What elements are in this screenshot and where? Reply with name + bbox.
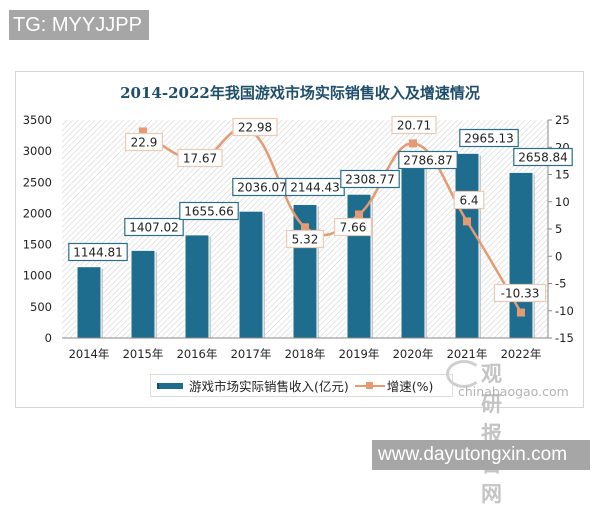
left-axis-tick: 1000 — [23, 269, 52, 283]
growth-value-label: 20.71 — [397, 119, 431, 133]
brand-logo-icon — [446, 360, 482, 388]
left-axis-tick: 1500 — [23, 238, 52, 252]
bar-value-label-box — [179, 201, 239, 221]
growth-value-label-box — [232, 117, 278, 137]
x-axis-category: 2015年 — [123, 347, 164, 361]
x-axis-category: 2017年 — [231, 347, 272, 361]
revenue-bar — [184, 234, 210, 339]
growth-value-label: 7.66 — [340, 221, 367, 235]
growth-marker — [301, 223, 309, 232]
revenue-bar — [130, 249, 156, 339]
growth-value-label-box — [391, 115, 437, 135]
x-axis: 2014年 2015年 2016年 2017年 2018年 2019年 2020年 2021年… — [69, 347, 542, 361]
right-axis-tick: -10 — [555, 304, 574, 318]
legend-bar-swatch — [157, 382, 183, 389]
legend-bar-label: 游戏市场实际销售收入(亿元) — [189, 379, 349, 394]
growth-value-label: 17.67 — [183, 152, 217, 166]
watermark-bottom: www.dayutongxin.com — [372, 440, 590, 470]
x-axis-category: 2021年 — [447, 347, 488, 361]
bar-value-label-box — [398, 150, 458, 170]
bar-value-label: 2658.84 — [518, 151, 568, 165]
right-axis-tick: 25 — [555, 113, 570, 127]
right-axis-tick: -5 — [555, 277, 566, 291]
bar-value-label: 2786.87 — [403, 154, 453, 168]
brand-name-cn: 观研报告网 — [481, 362, 503, 506]
legend-line-swatch — [354, 381, 385, 391]
x-axis-category: 2016年 — [177, 347, 218, 361]
legend-line-label: 增速(%) — [386, 379, 434, 394]
growth-value-label-box — [334, 217, 373, 237]
right-axis-tick: 10 — [555, 195, 570, 209]
bar-value-label-box — [459, 128, 519, 148]
bar-value-label: 2965.13 — [464, 132, 514, 146]
x-axis-category: 2020年 — [393, 347, 434, 361]
watermark-top: TG: MYYJJPP — [9, 10, 149, 40]
bar-value-label-box — [124, 217, 184, 237]
chart-title: 2014-2022年我国游戏市场实际销售收入及增速情况 — [120, 84, 480, 102]
left-axis-tick: 0 — [45, 331, 52, 345]
growth-value-label: 22.98 — [238, 121, 272, 135]
growth-marker — [463, 217, 471, 226]
bar-value-label: 2144.43 — [290, 181, 340, 195]
left-axis: 0 500 1000 1500 2000 2500 3000 3500 — [23, 113, 52, 345]
x-axis-category: 2022年 — [501, 347, 542, 361]
growth-value-label: 22.9 — [131, 136, 158, 150]
x-axis-category: 2018年 — [285, 347, 326, 361]
growth-marker — [409, 139, 417, 148]
revenue-bar — [400, 163, 426, 339]
bar-value-label: 2036.07 — [237, 181, 287, 195]
growth-value-label: 5.32 — [292, 233, 319, 247]
brand-name-en: chinabaogao.com — [458, 384, 569, 399]
bar-value-label: 1407.02 — [129, 221, 179, 235]
bar-value-label-box — [68, 242, 128, 262]
right-axis-tick: 15 — [555, 168, 570, 182]
right-axis-tick: -15 — [555, 331, 574, 345]
revenue-bar — [238, 210, 264, 339]
growth-value-label-box — [177, 148, 223, 168]
line-data-labels: 22.9 17.67 22.98 5.32 7.66 20.71 6.4 -10.33 — [124, 115, 547, 303]
growth-marker — [355, 210, 363, 219]
bar-value-label-box — [340, 169, 400, 189]
growth-marker — [139, 127, 147, 136]
bar-value-label: 1655.66 — [184, 205, 234, 219]
growth-value-label-box — [124, 132, 163, 152]
bar-value-label-box — [513, 147, 573, 167]
revenue-bar — [454, 152, 480, 339]
left-axis-tick: 3000 — [23, 144, 52, 158]
left-axis-tick: 500 — [30, 300, 52, 314]
legend: 游戏市场实际销售收入(亿元) 增速(%) — [150, 374, 453, 397]
growth-value-label-box — [453, 190, 485, 210]
left-axis-tick: 3500 — [23, 113, 52, 127]
bar-value-label: 2308.77 — [345, 173, 395, 187]
growth-value-label: 6.4 — [459, 194, 478, 208]
right-axis-tick: 5 — [555, 222, 562, 236]
revenue-bar — [76, 266, 102, 339]
growth-value-label-box — [286, 229, 325, 249]
right-axis-tick: 0 — [555, 249, 562, 263]
bar-value-label: 1144.81 — [73, 246, 123, 260]
x-axis-category: 2019年 — [339, 347, 380, 361]
growth-value-label-box — [493, 283, 547, 303]
left-axis-tick: 2000 — [23, 206, 52, 220]
left-axis-tick: 2500 — [23, 175, 52, 189]
growth-value-label: -10.33 — [501, 287, 540, 301]
x-axis-category: 2014年 — [69, 347, 110, 361]
growth-marker — [517, 308, 525, 317]
